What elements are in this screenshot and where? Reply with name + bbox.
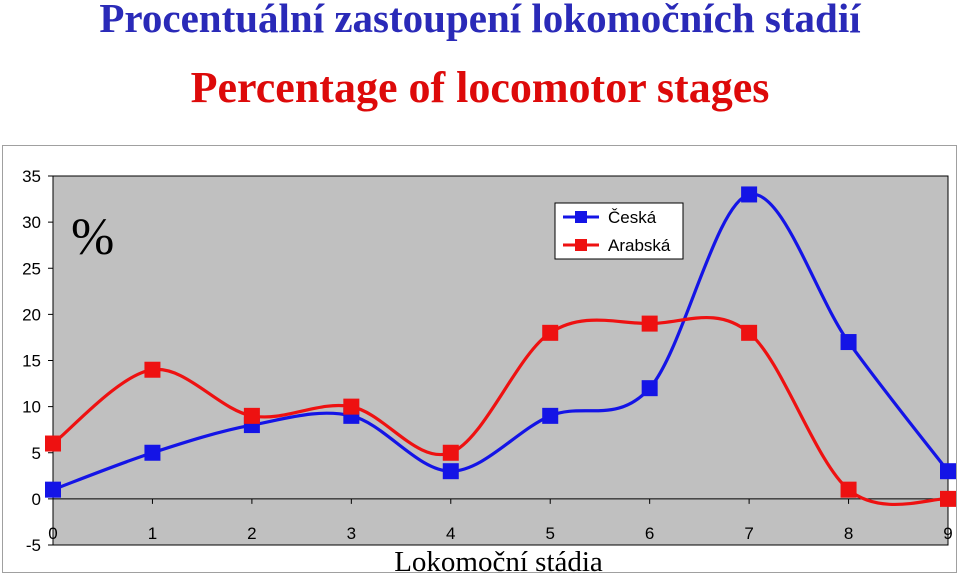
y-tick-label: 35 <box>22 167 41 186</box>
data-point-marker <box>45 481 61 498</box>
x-tick-label: 9 <box>943 524 952 543</box>
y-tick-label: 15 <box>22 352 41 371</box>
plot-area <box>52 175 949 546</box>
data-point-marker <box>741 186 758 203</box>
y-tick-label: 10 <box>22 398 41 417</box>
y-tick-label: 0 <box>32 490 41 509</box>
data-point-marker <box>45 435 61 452</box>
data-point-marker <box>741 324 758 341</box>
x-tick-label: 8 <box>844 524 853 543</box>
data-point-marker <box>144 361 161 378</box>
x-axis-label: Lokomoční stádia <box>394 546 603 574</box>
data-point-marker <box>243 407 260 424</box>
data-point-marker <box>940 490 956 507</box>
x-tick-label: 0 <box>48 524 57 543</box>
chart-title-czech: Procentuální zastoupení lokomočních stad… <box>99 0 861 41</box>
legend-marker <box>575 211 587 223</box>
x-tick-label: 4 <box>446 524 455 543</box>
y-tick-label: 25 <box>22 259 41 278</box>
y-tick-label: 20 <box>22 305 41 324</box>
y-tick-label: 5 <box>32 444 41 463</box>
y-tick-label: 30 <box>22 213 41 232</box>
data-point-marker <box>940 463 956 480</box>
data-point-marker <box>442 444 459 461</box>
data-point-marker <box>840 481 857 498</box>
x-tick-label: 6 <box>645 524 654 543</box>
data-point-marker <box>343 398 360 415</box>
data-point-marker <box>641 380 658 397</box>
data-point-marker <box>641 315 658 332</box>
data-point-marker <box>542 407 559 424</box>
x-tick-label: 7 <box>744 524 753 543</box>
y-axis-label: % <box>71 209 114 266</box>
legend-label: Česká <box>608 208 657 227</box>
legend-marker <box>575 239 587 251</box>
legend-label: Arabská <box>608 236 671 255</box>
x-tick-label: 1 <box>148 524 157 543</box>
data-point-marker <box>144 444 161 461</box>
x-tick-label: 3 <box>347 524 356 543</box>
line-chart: 35 30 25 20 15 10 5 0 -5 0 1 2 3 4 5 6 7 8 9% Lokomoční stá… <box>22 167 956 574</box>
y-tick-label: -5 <box>26 536 41 555</box>
chart-title-english: Percentage of locomotor stages <box>190 63 770 112</box>
chart-frame: 35 30 25 20 15 10 5 0 -5 0 1 2 3 4 5 6 7 8 9% Lokomoční stá… <box>2 145 957 574</box>
x-tick-label: 5 <box>545 524 554 543</box>
series-line-2 <box>52 316 949 506</box>
x-tick-label: 2 <box>247 524 256 543</box>
data-point-marker <box>840 334 857 351</box>
data-point-marker <box>442 463 459 480</box>
data-point-marker <box>542 324 559 341</box>
